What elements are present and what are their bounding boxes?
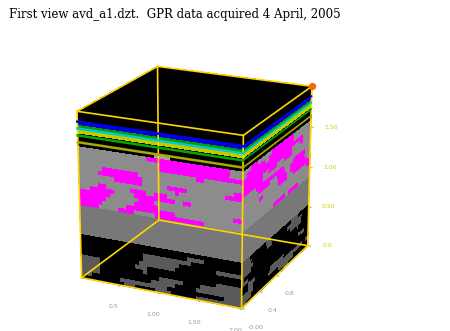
Text: First view avd_a1.dzt.  GPR data acquired 4 April, 2005: First view avd_a1.dzt. GPR data acquired… [9, 8, 341, 21]
